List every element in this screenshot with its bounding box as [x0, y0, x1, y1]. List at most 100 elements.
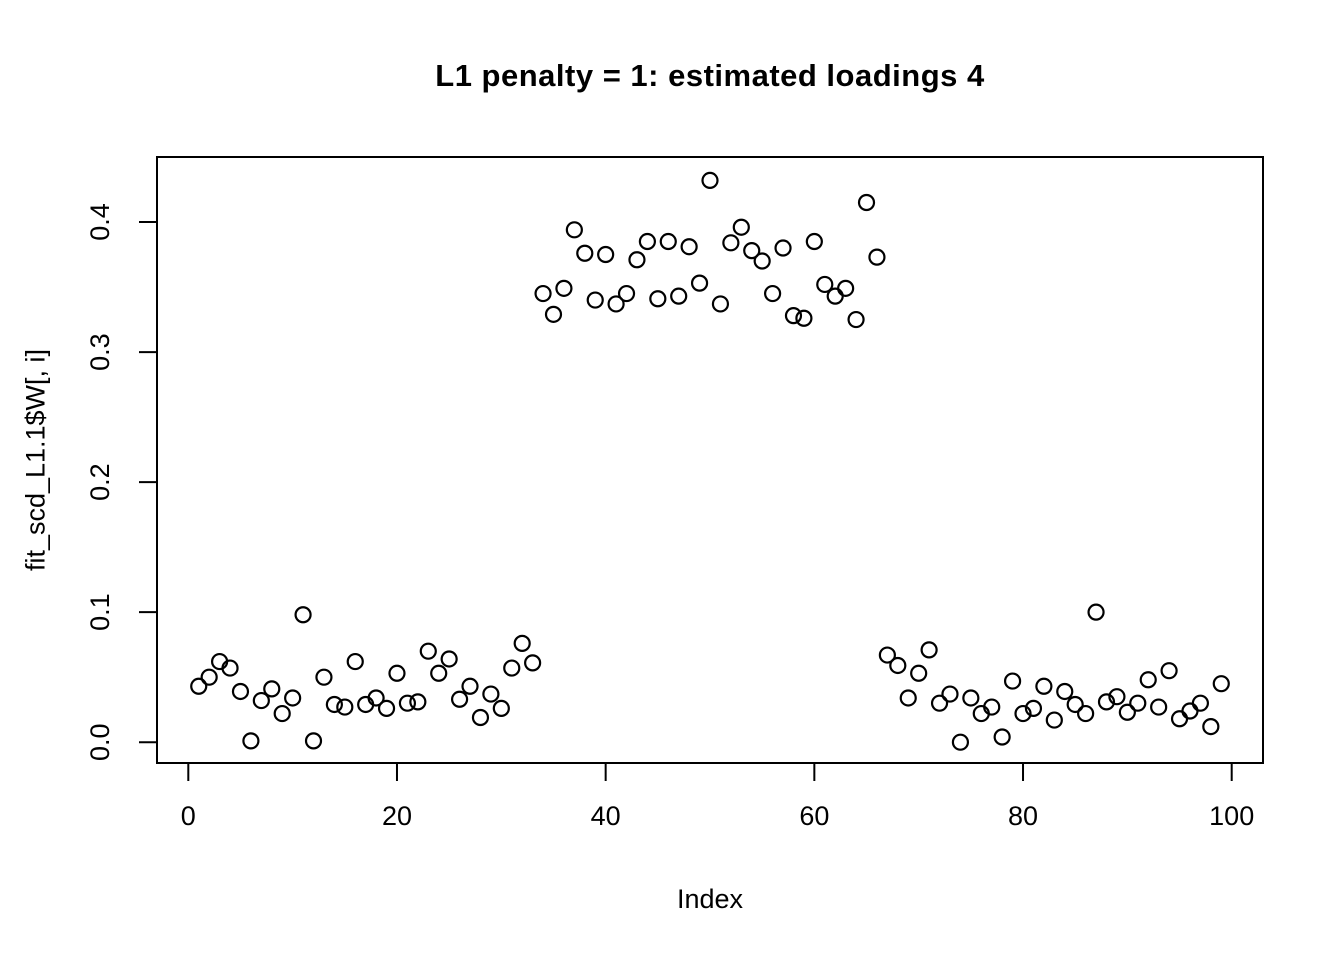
data-point: [1066, 695, 1084, 714]
data-point: [962, 689, 980, 707]
data-point: [868, 248, 886, 266]
data-point: [1014, 704, 1032, 723]
data-point: [252, 691, 270, 710]
data-point: [659, 232, 677, 251]
data-point: [722, 234, 740, 252]
data-point: [732, 218, 750, 236]
data-point: [586, 291, 604, 309]
data-point: [1024, 699, 1043, 717]
data-point: [398, 694, 417, 712]
data-point: [534, 284, 552, 303]
y-tick-label: 0.2: [85, 463, 115, 501]
data-point: [764, 284, 782, 303]
x-tick-label: 80: [1008, 801, 1038, 831]
data-point: [889, 656, 907, 675]
data-point: [1035, 677, 1053, 695]
y-tick-label: 0.0: [85, 723, 115, 761]
data-point: [200, 668, 218, 686]
data-point: [1170, 710, 1189, 728]
data-point: [1077, 704, 1095, 723]
data-point: [263, 680, 281, 698]
data-point: [690, 274, 709, 292]
data-point: [294, 606, 312, 624]
data-point: [795, 309, 813, 327]
data-point: [231, 682, 250, 701]
data-point: [190, 677, 208, 695]
x-tick-label: 100: [1209, 801, 1254, 831]
data-point: [503, 659, 521, 677]
y-tick-label: 0.4: [85, 203, 115, 241]
data-point: [837, 279, 855, 297]
x-tick-label: 0: [181, 801, 196, 831]
x-tick-label: 20: [382, 801, 412, 831]
data-point: [1129, 694, 1147, 712]
data-point: [315, 668, 333, 686]
data-point: [1191, 694, 1209, 712]
data-point: [430, 664, 448, 682]
data-point: [847, 310, 865, 329]
data-point: [649, 290, 667, 308]
data-point: [1139, 671, 1157, 689]
data-point: [701, 171, 719, 190]
data-point: [711, 295, 730, 313]
data-point: [983, 698, 1001, 716]
data-point: [221, 659, 239, 677]
data-point: [377, 699, 396, 717]
data-point: [857, 193, 876, 212]
data-point: [878, 646, 896, 664]
data-point: [336, 698, 354, 716]
data-point: [471, 708, 490, 727]
data-point: [941, 685, 959, 703]
data-point: [680, 238, 698, 256]
data-point: [628, 251, 646, 269]
data-point: [576, 244, 594, 262]
data-point: [461, 677, 479, 695]
data-point: [993, 728, 1011, 746]
data-point: [1202, 717, 1220, 736]
y-tick-label: 0.3: [85, 333, 115, 371]
data-point: [899, 689, 917, 707]
data-point: [1097, 693, 1116, 711]
data-point: [388, 664, 406, 682]
data-point: [419, 642, 437, 660]
data-point: [638, 232, 656, 251]
data-point: [597, 245, 615, 264]
data-point: [346, 652, 364, 671]
data-point: [1118, 703, 1136, 721]
data-point: [544, 305, 563, 323]
data-point: [482, 685, 500, 703]
data-point: [450, 690, 469, 708]
data-point: [524, 654, 542, 672]
y-axis-label: fit_scd_L1.1$W[, i]: [20, 348, 51, 572]
x-tick-label: 40: [591, 801, 621, 831]
data-point: [284, 689, 302, 707]
y-tick-label: 0.1: [85, 593, 115, 631]
data-point: [617, 284, 636, 303]
data-point: [951, 733, 970, 751]
data-point: [826, 287, 844, 305]
data-point: [565, 221, 583, 239]
data-point: [1003, 672, 1022, 690]
data-point: [607, 295, 625, 313]
data-point: [304, 732, 323, 750]
data-point: [1212, 675, 1230, 693]
chart-title: L1 penalty = 1: estimated loadings 4: [435, 58, 985, 93]
data-point: [1181, 702, 1199, 720]
data-point: [910, 664, 928, 682]
data-point: [492, 699, 510, 717]
data-point: [670, 287, 688, 305]
x-tick-label: 60: [799, 801, 829, 831]
data-point: [1056, 682, 1074, 701]
data-point: [1045, 711, 1063, 729]
data-point: [743, 242, 761, 260]
data-point: [409, 693, 427, 711]
data-point: [805, 232, 823, 251]
data-point: [1150, 698, 1168, 716]
data-point: [1108, 688, 1126, 706]
data-point: [325, 695, 343, 714]
data-point: [784, 307, 803, 325]
data-point: [513, 634, 531, 652]
data-point: [273, 704, 291, 723]
